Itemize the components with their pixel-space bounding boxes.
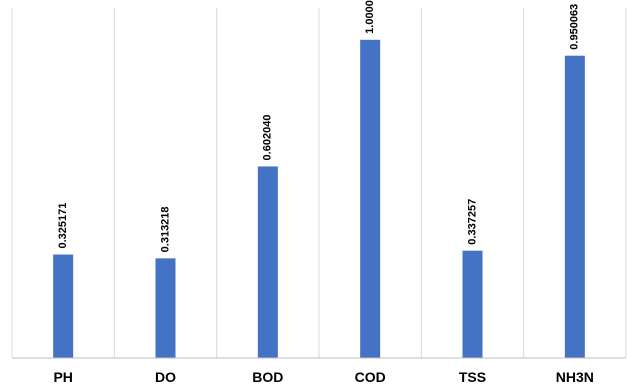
bar-tss bbox=[462, 250, 483, 358]
data-label-ph: 0.325171 bbox=[57, 203, 69, 249]
x-tick-label-cod: COD bbox=[355, 369, 386, 385]
bar-nh3n bbox=[564, 55, 585, 359]
bar-cod bbox=[360, 39, 381, 359]
x-tick-labels: PH DO BOD COD TSS NH3N bbox=[53, 369, 593, 385]
bar-do bbox=[155, 258, 176, 358]
data-label-tss: 0.337257 bbox=[466, 199, 478, 245]
x-tick-label-bod: BOD bbox=[252, 369, 283, 385]
bar-bod bbox=[257, 166, 278, 358]
x-tick-label-ph: PH bbox=[53, 369, 72, 385]
data-label-nh3n: 0.950063 bbox=[569, 4, 581, 50]
data-label-do: 0.313218 bbox=[159, 206, 171, 252]
x-tick-label-tss: TSS bbox=[459, 369, 486, 385]
data-label-bod: 0.602040 bbox=[262, 115, 274, 161]
data-labels: 0.325171 0.313218 0.602040 1.000000 0.337257… bbox=[57, 0, 581, 252]
bar-ph bbox=[53, 254, 74, 358]
data-label-cod: 1.000000 bbox=[364, 0, 376, 34]
gridlines bbox=[11, 8, 627, 358]
bars bbox=[53, 39, 585, 359]
x-tick-label-do: DO bbox=[155, 369, 176, 385]
x-tick-label-nh3n: NH3N bbox=[556, 369, 594, 385]
